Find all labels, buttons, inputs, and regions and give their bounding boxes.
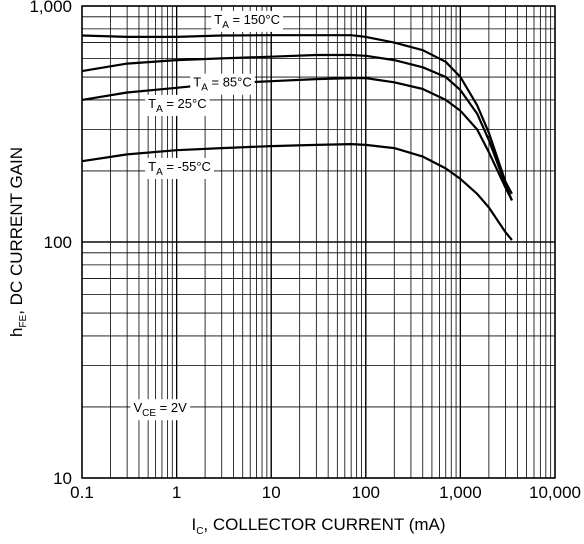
series-labels: TA = 150°CTA = 85°CTA = 25°CTA = -55°CVC… <box>130 10 283 421</box>
series-line-1 <box>81 34 513 195</box>
series-label-1-bg <box>211 10 283 32</box>
x-tick-label: 100 <box>352 483 380 502</box>
series-label-4: TA = -55°C <box>145 157 214 179</box>
series-label-2-main: T <box>193 75 201 90</box>
series-label-4-bg <box>145 157 214 179</box>
series-label-4-sub: A <box>156 167 163 178</box>
x-tick-labels: 0.1 1 10 100 1,000 10,000 <box>70 483 581 502</box>
vce-annotation-bg <box>130 399 191 421</box>
series-label-1-main: T <box>214 12 222 27</box>
series-label-4-text: TA = -55°C <box>148 159 211 178</box>
series-line-2 <box>81 53 513 201</box>
series-lines <box>81 34 513 241</box>
series-line-4 <box>81 143 513 241</box>
series-label-1: TA = 150°C <box>211 10 283 32</box>
vce-annotation-text: VCE = 2V <box>133 400 187 419</box>
series-label-2: TA = 85°C <box>190 73 255 95</box>
x-axis-title: IC, COLLECTOR CURRENT (mA) <box>191 515 445 537</box>
series-label-2-bg <box>190 73 255 95</box>
series-label-3-sub: A <box>156 104 163 115</box>
x-tick-label: 1 <box>172 483 181 502</box>
y-axis-title: hFE, DC CURRENT GAIN <box>7 147 29 337</box>
x-tick-label: 0.1 <box>70 483 94 502</box>
series-label-3: TA = 25°C <box>145 94 210 116</box>
y-tick-label: 1,000 <box>29 0 72 16</box>
x-tick-label: 1,000 <box>439 483 482 502</box>
series-label-3-main: T <box>148 96 156 111</box>
vce-annotation-main: V <box>133 400 142 415</box>
series-label-4-main: T <box>148 159 156 174</box>
y-tick-label: 10 <box>53 469 72 488</box>
series-label-3-rest: = 25°C <box>163 96 207 111</box>
x-tick-label: 10 <box>262 483 281 502</box>
series-label-4-rest: = -55°C <box>163 159 211 174</box>
series-label-1-text: TA = 150°C <box>214 12 280 31</box>
x-tick-label: 10,000 <box>529 483 581 502</box>
series-label-3-bg <box>145 94 210 116</box>
plot-frame <box>81 5 556 479</box>
series-label-3-text: TA = 25°C <box>148 96 207 115</box>
y-tick-labels: 10 100 1,000 <box>29 0 72 488</box>
series-label-2-sub: A <box>201 83 208 94</box>
vce-annotation: VCE = 2V <box>130 399 191 421</box>
vce-annotation-rest: = 2V <box>156 400 187 415</box>
vce-annotation-sub: CE <box>142 408 156 419</box>
series-label-1-rest: = 150°C <box>229 12 280 27</box>
series-label-2-text: TA = 85°C <box>193 75 252 94</box>
series-label-1-sub: A <box>222 20 229 31</box>
y-tick-label: 100 <box>44 233 72 252</box>
series-label-2-rest: = 85°C <box>208 75 252 90</box>
